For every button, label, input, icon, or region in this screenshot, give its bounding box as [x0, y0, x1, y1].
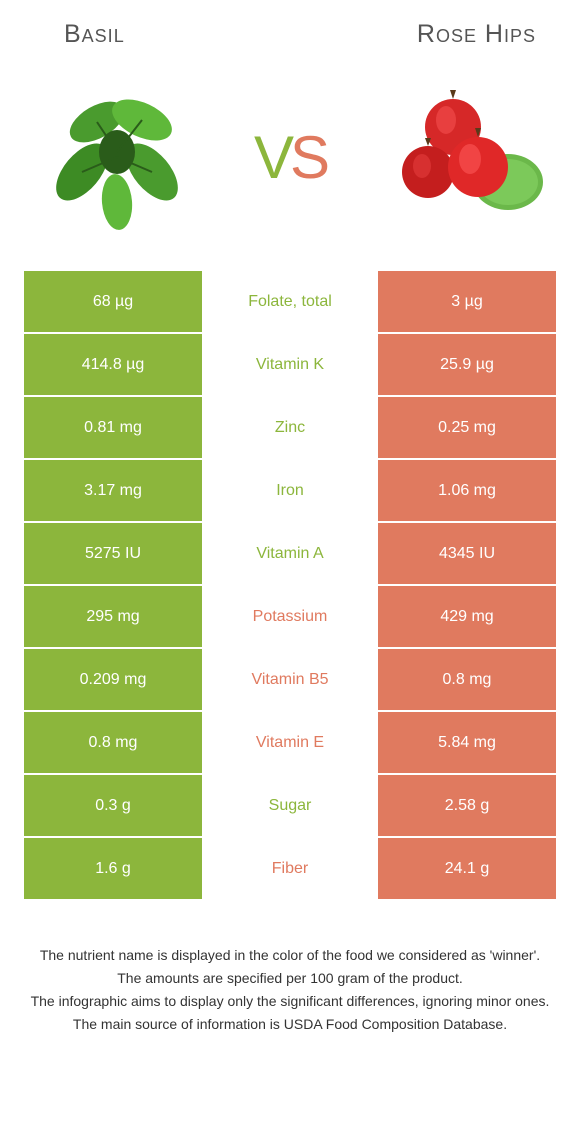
hero-row: VS	[24, 67, 556, 247]
nutrient-label: Iron	[202, 460, 378, 521]
table-row: 0.81 mgZinc0.25 mg	[24, 397, 556, 460]
left-value: 5275 IU	[24, 523, 202, 584]
footnote-line: The main source of information is USDA F…	[28, 1014, 552, 1035]
table-row: 1.6 gFiber24.1 g	[24, 838, 556, 901]
left-value: 0.8 mg	[24, 712, 202, 773]
nutrient-label: Vitamin E	[202, 712, 378, 773]
table-row: 3.17 mgIron1.06 mg	[24, 460, 556, 523]
right-value: 2.58 g	[378, 775, 556, 836]
right-value: 1.06 mg	[378, 460, 556, 521]
left-value: 3.17 mg	[24, 460, 202, 521]
left-value: 0.81 mg	[24, 397, 202, 458]
right-value: 0.25 mg	[378, 397, 556, 458]
nutrient-label: Vitamin A	[202, 523, 378, 584]
table-row: 295 mgPotassium429 mg	[24, 586, 556, 649]
right-title: Rose Hips	[300, 20, 556, 49]
vs-label: VS	[254, 123, 326, 192]
titles-row: Basil Rose Hips	[24, 20, 556, 49]
left-value: 1.6 g	[24, 838, 202, 899]
right-value: 3 µg	[378, 271, 556, 332]
comparison-table: 68 µgFolate, total3 µg414.8 µgVitamin K2…	[24, 271, 556, 901]
table-row: 414.8 µgVitamin K25.9 µg	[24, 334, 556, 397]
table-row: 0.209 mgVitamin B50.8 mg	[24, 649, 556, 712]
left-value: 0.209 mg	[24, 649, 202, 710]
right-value: 24.1 g	[378, 838, 556, 899]
right-value: 25.9 µg	[378, 334, 556, 395]
right-value: 429 mg	[378, 586, 556, 647]
right-value: 0.8 mg	[378, 649, 556, 710]
left-title: Basil	[24, 20, 300, 49]
nutrient-label: Sugar	[202, 775, 378, 836]
right-value: 4345 IU	[378, 523, 556, 584]
nutrient-label: Folate, total	[202, 271, 378, 332]
vs-v: V	[254, 123, 290, 192]
rosehips-image	[378, 72, 548, 242]
left-value: 414.8 µg	[24, 334, 202, 395]
table-row: 0.3 gSugar2.58 g	[24, 775, 556, 838]
vs-s: S	[290, 123, 326, 192]
left-value: 295 mg	[24, 586, 202, 647]
nutrient-label: Vitamin B5	[202, 649, 378, 710]
nutrient-label: Zinc	[202, 397, 378, 458]
left-value: 68 µg	[24, 271, 202, 332]
footnote-line: The amounts are specified per 100 gram o…	[28, 968, 552, 989]
table-row: 0.8 mgVitamin E5.84 mg	[24, 712, 556, 775]
infographic-container: Basil Rose Hips VS	[0, 0, 580, 1057]
nutrient-label: Potassium	[202, 586, 378, 647]
footnote-line: The infographic aims to display only the…	[28, 991, 552, 1012]
right-value: 5.84 mg	[378, 712, 556, 773]
table-row: 68 µgFolate, total3 µg	[24, 271, 556, 334]
footnote-line: The nutrient name is displayed in the co…	[28, 945, 552, 966]
table-row: 5275 IUVitamin A4345 IU	[24, 523, 556, 586]
nutrient-label: Vitamin K	[202, 334, 378, 395]
footnotes: The nutrient name is displayed in the co…	[24, 945, 556, 1035]
left-value: 0.3 g	[24, 775, 202, 836]
nutrient-label: Fiber	[202, 838, 378, 899]
basil-image	[32, 72, 202, 242]
